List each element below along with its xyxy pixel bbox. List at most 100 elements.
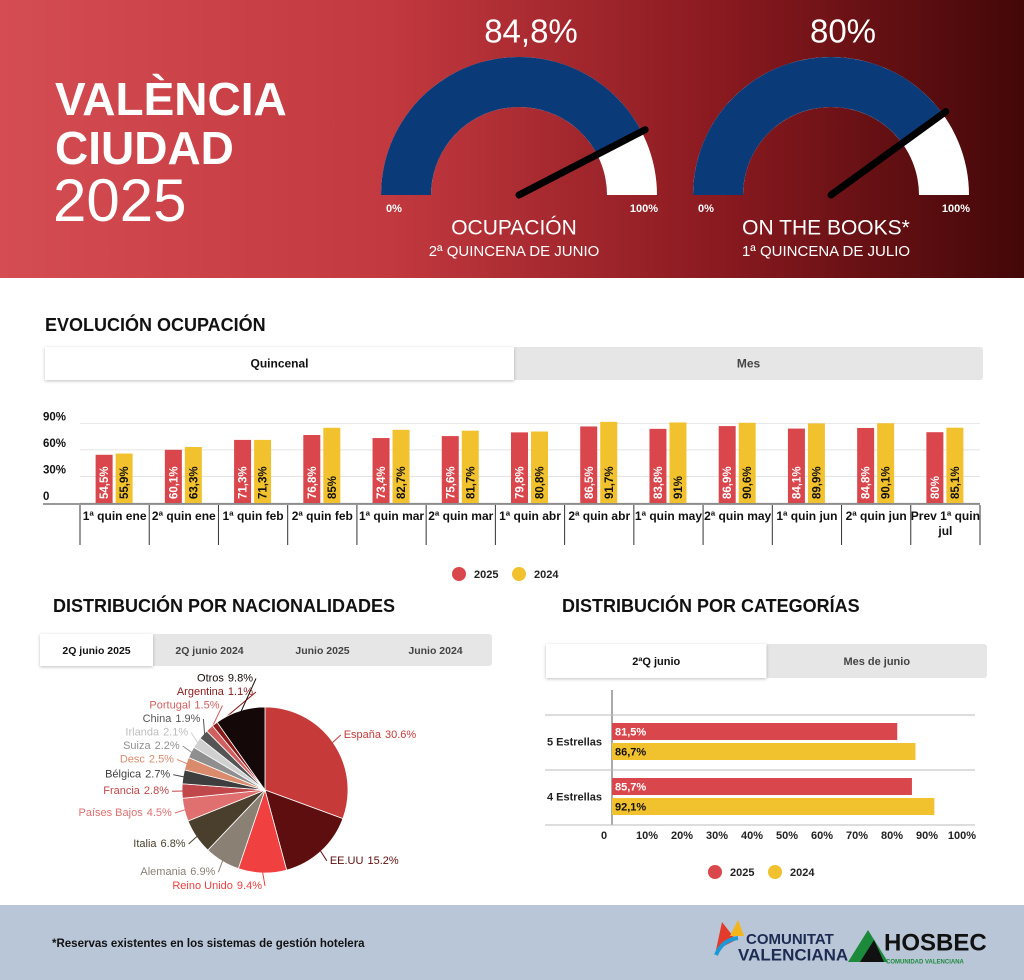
bar bbox=[115, 453, 133, 503]
bar-value-label: 54,5% bbox=[99, 466, 111, 499]
gauge-subtitle: 1ª QUINCENA DE JULIO bbox=[742, 243, 910, 260]
legend-swatch bbox=[452, 567, 466, 581]
tab-label[interactable]: Junio 2025 bbox=[295, 645, 349, 657]
gauge-tick-label: 100% bbox=[942, 203, 970, 215]
tab-active bbox=[546, 644, 767, 678]
section-title: DISTRIBUCIÓN POR CATEGORÍAS bbox=[562, 595, 860, 616]
section-title: DISTRIBUCIÓN POR NACIONALIDADES bbox=[53, 595, 395, 616]
bar-value-label: 81,7% bbox=[465, 466, 477, 499]
gauge-tick-label: 0% bbox=[698, 203, 714, 215]
tab-active bbox=[40, 634, 153, 666]
leader-line bbox=[190, 732, 199, 745]
bar-value-label: 85% bbox=[327, 476, 339, 499]
pie-label-value: 2.7% bbox=[145, 769, 170, 781]
pie-label-name: Reino Unido bbox=[172, 880, 233, 892]
tab-label[interactable]: 2Q junio 2024 bbox=[175, 645, 243, 657]
logo-text: COMUNITAT bbox=[746, 931, 834, 948]
leader-line bbox=[331, 734, 342, 745]
x-tick-label: 2ª quin feb bbox=[291, 509, 353, 523]
bar bbox=[877, 423, 895, 503]
bar-value-label: 63,3% bbox=[188, 466, 200, 499]
bar bbox=[857, 427, 875, 503]
tab-label[interactable]: Quincenal bbox=[250, 357, 308, 371]
x-tick-label: 1ª quin feb bbox=[222, 509, 284, 523]
gauge-value: 84,8% bbox=[484, 13, 578, 50]
gauge-subtitle: 2ª QUINCENA DE JUNIO bbox=[429, 243, 600, 260]
bar bbox=[669, 422, 687, 503]
x-tick-label: 90% bbox=[916, 830, 938, 842]
bar-value-label: 92,1% bbox=[615, 801, 646, 813]
pie-label-name: Bélgica bbox=[105, 769, 142, 781]
x-tick-label: 20% bbox=[671, 830, 693, 842]
pie-label-name: Suiza bbox=[123, 740, 151, 752]
x-tick-label: 40% bbox=[741, 830, 763, 842]
bar bbox=[600, 421, 618, 503]
bar bbox=[649, 428, 667, 503]
tab-label[interactable]: Mes bbox=[737, 357, 761, 371]
pie-label-name: Argentina bbox=[177, 686, 225, 698]
tab-label[interactable]: 2ªQ junio bbox=[632, 656, 680, 668]
bar bbox=[612, 723, 898, 740]
x-tick-label: 1ª quin jun bbox=[776, 509, 838, 523]
bar-value-label: 80,8% bbox=[535, 466, 547, 499]
gauge-needle bbox=[827, 108, 950, 199]
header-title: VALÈNCIA bbox=[55, 73, 287, 125]
bar-value-label: 86,9% bbox=[722, 466, 734, 499]
pie-label-value: 9.8% bbox=[228, 672, 253, 684]
x-tick-label: 2ª quin may bbox=[704, 509, 772, 523]
legend-label: 2025 bbox=[474, 569, 498, 581]
gauge-needle bbox=[515, 126, 649, 199]
bar-value-label: 89,9% bbox=[811, 466, 823, 499]
gauge-tick-label: 0% bbox=[386, 203, 402, 215]
pie-label-name: Países Bajos bbox=[79, 807, 144, 819]
tab-label[interactable]: Mes de junio bbox=[843, 656, 910, 668]
bar bbox=[787, 428, 805, 503]
bar bbox=[612, 778, 912, 795]
footer-note: *Reservas existentes en los sistemas de … bbox=[52, 938, 365, 950]
y-tick-label: 30% bbox=[43, 464, 66, 476]
pie-label-value: 1.5% bbox=[194, 699, 219, 711]
header-title: 2025 bbox=[53, 167, 186, 234]
logo-mark bbox=[716, 922, 736, 950]
logo-mark bbox=[714, 936, 739, 956]
bar bbox=[323, 427, 341, 503]
bar-value-label: 90,1% bbox=[881, 466, 893, 499]
leader-line bbox=[173, 774, 186, 778]
pie-label-name: Alemania bbox=[140, 866, 187, 878]
pie-label-name: EE.UU bbox=[330, 855, 364, 867]
x-tick-label: 1ª quin ene bbox=[82, 509, 147, 523]
x-tick-label: 60% bbox=[811, 830, 833, 842]
tab-label[interactable]: Junio 2024 bbox=[408, 645, 462, 657]
bar bbox=[254, 439, 272, 503]
legend-swatch bbox=[768, 865, 782, 879]
bar bbox=[531, 431, 548, 503]
leader-line bbox=[202, 718, 206, 736]
gauge-title: ON THE BOOKS* bbox=[742, 217, 910, 240]
bar-value-label: 91% bbox=[673, 476, 685, 499]
pie-label: Irlanda 2.1% bbox=[125, 726, 188, 738]
pie-label-value: 2.2% bbox=[155, 740, 180, 752]
bar bbox=[718, 426, 736, 503]
x-tick-label: 30% bbox=[706, 830, 728, 842]
pie-label: Portugal 1.5% bbox=[149, 699, 219, 711]
x-tick-label: 80% bbox=[881, 830, 903, 842]
pie-label: España 30.6% bbox=[344, 729, 417, 741]
section-title: EVOLUCIÓN OCUPACIÓN bbox=[45, 314, 266, 335]
pie-label-value: 6.9% bbox=[190, 866, 215, 878]
leader-line bbox=[261, 870, 266, 887]
pie-label: Desc 2.5% bbox=[120, 753, 174, 765]
pie-label: Países Bajos 4.5% bbox=[79, 807, 172, 819]
leader-line bbox=[239, 678, 257, 714]
bar-value-label: 86,7% bbox=[615, 746, 646, 758]
legend-label: 2024 bbox=[534, 569, 559, 581]
bar-value-label: 73,4% bbox=[376, 466, 388, 499]
pie-label-value: 9.4% bbox=[237, 880, 262, 892]
bar bbox=[372, 438, 390, 503]
pie-label-value: 4.5% bbox=[147, 807, 172, 819]
leader-line bbox=[182, 745, 194, 754]
tab-label[interactable]: 2Q junio 2025 bbox=[62, 645, 130, 657]
x-tick-label: 70% bbox=[846, 830, 868, 842]
pie-label: EE.UU 15.2% bbox=[330, 855, 399, 867]
